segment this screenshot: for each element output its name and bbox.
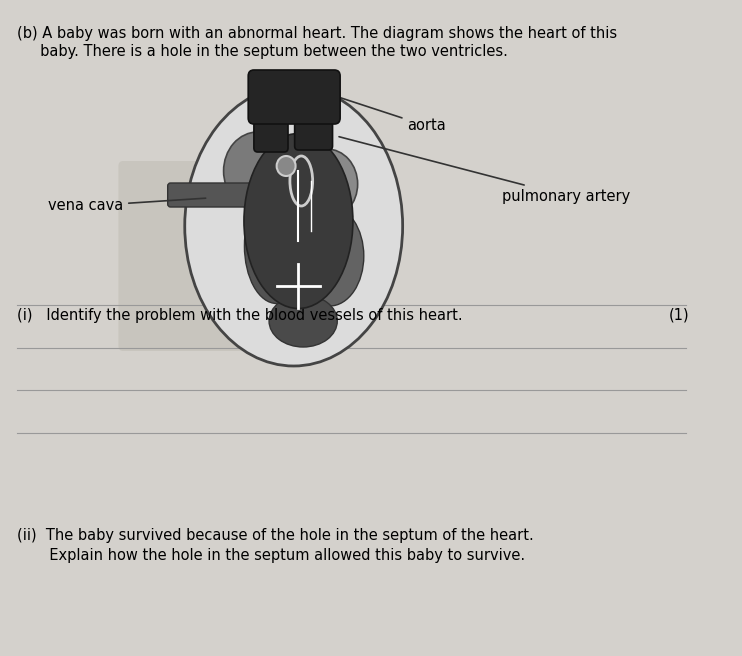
Ellipse shape [269,295,338,347]
Ellipse shape [244,188,309,304]
Circle shape [277,156,295,176]
FancyBboxPatch shape [254,89,288,152]
Ellipse shape [223,132,292,210]
FancyBboxPatch shape [119,161,336,351]
Text: Explain how the hole in the septum allowed this baby to survive.: Explain how the hole in the septum allow… [17,548,525,563]
Text: (i)   Identify the problem with the blood vessels of this heart.: (i) Identify the problem with the blood … [17,308,463,323]
Text: pulmonary artery: pulmonary artery [339,136,631,203]
FancyBboxPatch shape [249,70,340,124]
Ellipse shape [295,206,364,306]
Text: (1): (1) [669,308,690,323]
FancyBboxPatch shape [295,77,332,150]
Ellipse shape [185,86,403,366]
Text: aorta: aorta [313,89,446,134]
Text: (b) A baby was born with an abnormal heart. The diagram shows the heart of this: (b) A baby was born with an abnormal hea… [17,26,617,41]
Ellipse shape [244,134,353,308]
FancyBboxPatch shape [168,183,254,207]
Ellipse shape [296,149,358,219]
Text: (ii)  The baby survived because of the hole in the septum of the heart.: (ii) The baby survived because of the ho… [17,528,533,543]
Text: vena cava: vena cava [48,198,206,213]
Text: baby. There is a hole in the septum between the two ventricles.: baby. There is a hole in the septum betw… [17,44,508,59]
